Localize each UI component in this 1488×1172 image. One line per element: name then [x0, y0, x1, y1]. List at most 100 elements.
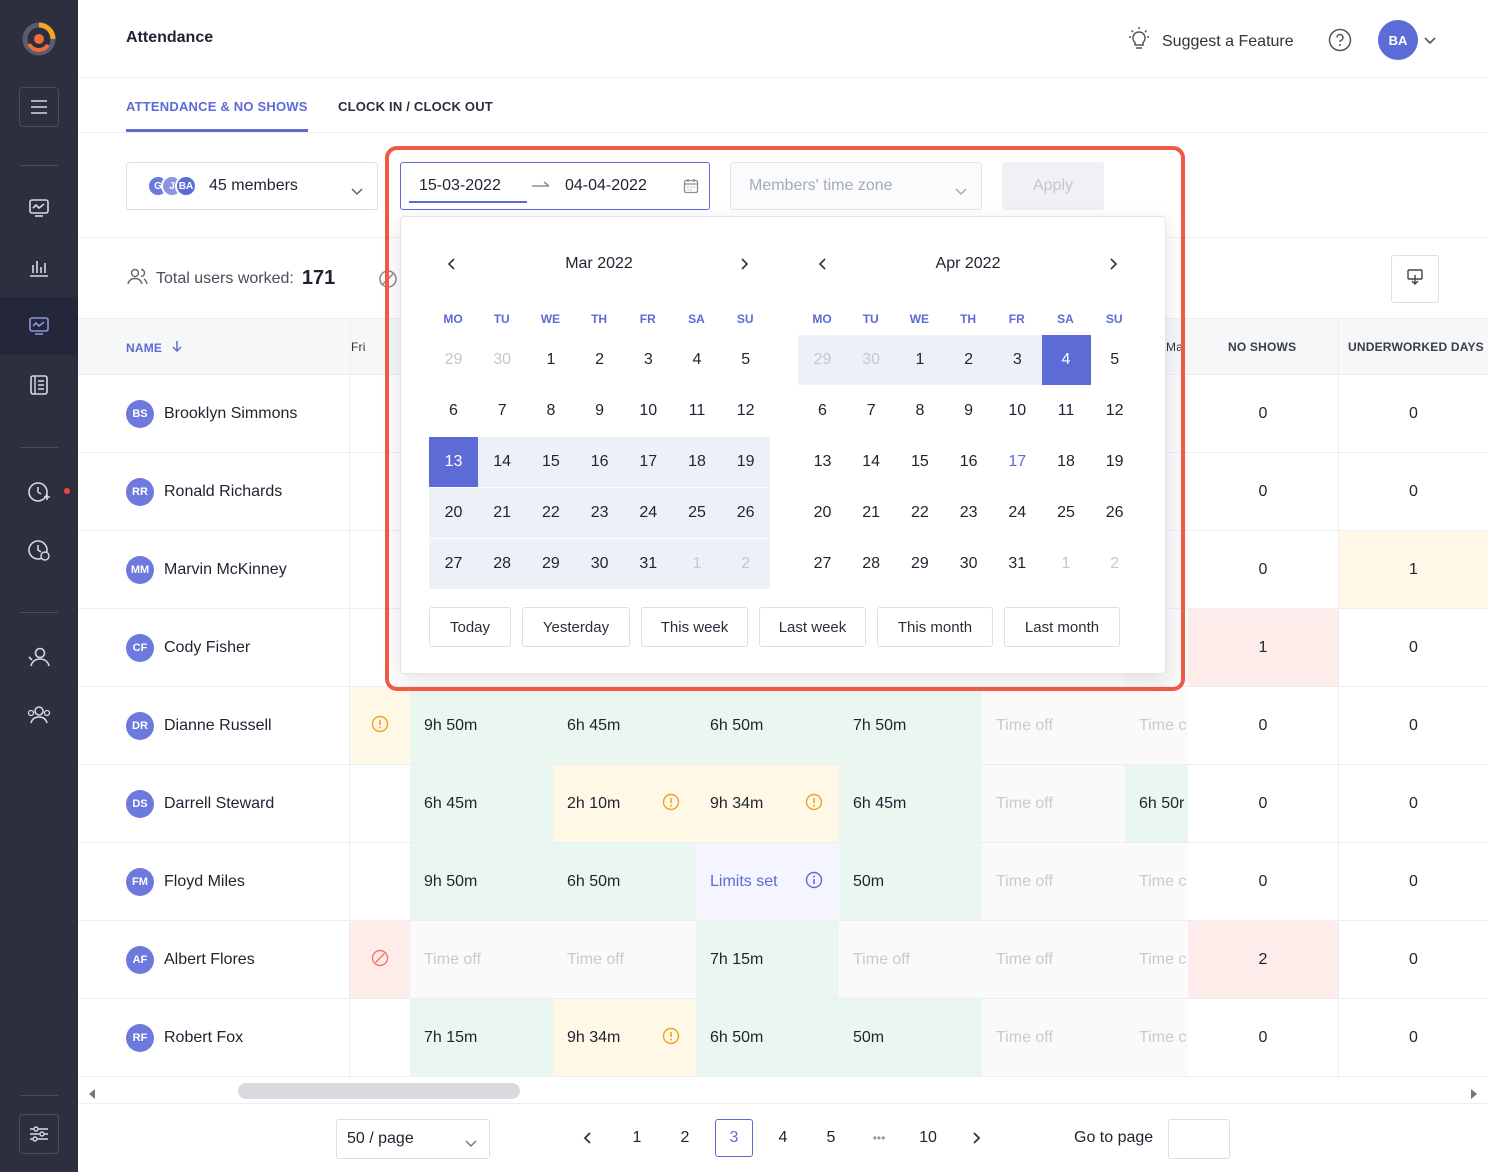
- day-cell[interactable]: [350, 843, 410, 920]
- calendar-day[interactable]: 24: [623, 488, 673, 538]
- calendar-day[interactable]: 24: [1008, 504, 1027, 521]
- calendar-day[interactable]: 8: [546, 402, 556, 419]
- table-row[interactable]: RF Robert Fox 7h 15m 9h 34m 6h 50m 50m Time of…: [78, 999, 1488, 1077]
- calendar-day[interactable]: 7: [866, 402, 876, 419]
- calendar-day[interactable]: 3: [992, 335, 1042, 385]
- members-select[interactable]: G J BA 45 members: [126, 162, 378, 210]
- calendar-day[interactable]: 28: [477, 539, 527, 589]
- calendar-day[interactable]: 25: [672, 488, 722, 538]
- day-cell[interactable]: Time c: [1125, 843, 1188, 920]
- calendar-day[interactable]: 10: [639, 402, 658, 419]
- calendar-day[interactable]: 12: [736, 402, 755, 419]
- calendar-day[interactable]: 9: [964, 402, 974, 419]
- day-cell[interactable]: 50m: [839, 999, 982, 1076]
- calendar-day[interactable]: 18: [1057, 453, 1075, 470]
- table-row[interactable]: FM Floyd Miles 9h 50m 6h 50m Limits set 50m Ti…: [78, 843, 1488, 921]
- date-start-field[interactable]: 15-03-2022: [419, 177, 501, 194]
- preset-button[interactable]: Yesterday: [522, 607, 630, 647]
- calendar-day[interactable]: 23: [575, 488, 625, 538]
- column-header-no-shows[interactable]: NO SHOWS: [1228, 340, 1297, 354]
- day-cell[interactable]: [350, 765, 410, 842]
- calendar-day[interactable]: 30: [846, 335, 896, 385]
- calendar-day[interactable]: 29: [798, 335, 847, 385]
- day-cell[interactable]: 9h 34m: [696, 765, 839, 842]
- prev-month-icon[interactable]: [447, 257, 455, 275]
- calendar-day[interactable]: 3: [643, 351, 653, 368]
- calendar-day[interactable]: 4: [1041, 335, 1091, 385]
- warning-icon[interactable]: [371, 715, 389, 738]
- next-page-icon[interactable]: [958, 1119, 996, 1157]
- date-range-input[interactable]: 15-03-2022 04-04-2022: [400, 162, 710, 210]
- calendar-day[interactable]: 5: [1110, 351, 1120, 368]
- member-icon[interactable]: [19, 637, 59, 677]
- calendar-day[interactable]: 16: [959, 453, 978, 470]
- member-name[interactable]: Brooklyn Simmons: [164, 404, 298, 422]
- preset-button[interactable]: Last month: [1004, 607, 1120, 647]
- go-to-page-input[interactable]: [1168, 1119, 1230, 1159]
- apply-button[interactable]: Apply: [1002, 162, 1104, 210]
- page-size-select[interactable]: 50 / page: [336, 1119, 490, 1159]
- calendar-day[interactable]: 13: [429, 437, 478, 487]
- day-cell[interactable]: Time c: [1125, 687, 1188, 764]
- calendar-day[interactable]: 1: [1061, 555, 1071, 572]
- calendar-day[interactable]: 30: [575, 539, 625, 589]
- scroll-left-icon[interactable]: [88, 1086, 96, 1104]
- page-number[interactable]: 1: [632, 1129, 642, 1146]
- preset-button[interactable]: This month: [877, 607, 993, 647]
- member-name[interactable]: Darrell Steward: [164, 794, 275, 812]
- calendar-day[interactable]: 22: [526, 488, 576, 538]
- calendar-day[interactable]: 19: [1105, 453, 1124, 470]
- calendar-day[interactable]: 2: [1110, 555, 1120, 572]
- info-icon[interactable]: [805, 871, 823, 894]
- calendar-day[interactable]: 31: [623, 539, 673, 589]
- table-row[interactable]: DR Dianne Russell 9h 50m 6h 45m 6h 50m 7h 50m…: [78, 687, 1488, 765]
- calendar-day[interactable]: 23: [959, 504, 978, 521]
- calendar-day[interactable]: 14: [862, 453, 881, 470]
- more-pages-icon[interactable]: •••: [872, 1131, 886, 1145]
- attendance-monitor-icon[interactable]: [0, 297, 78, 355]
- day-cell[interactable]: 7h 50m: [839, 687, 982, 764]
- calendar-day[interactable]: 1: [546, 351, 556, 368]
- time-approval-icon[interactable]: [19, 530, 59, 570]
- calendar-day[interactable]: 5: [741, 351, 751, 368]
- day-cell[interactable]: Time off: [839, 921, 982, 998]
- date-end-field[interactable]: 04-04-2022: [565, 177, 647, 194]
- member-name[interactable]: Albert Flores: [164, 950, 255, 968]
- day-cell[interactable]: 6h 50m: [696, 687, 839, 764]
- day-cell[interactable]: 6h 50m: [553, 843, 696, 920]
- calendar-day[interactable]: 7: [497, 402, 507, 419]
- member-name[interactable]: Dianne Russell: [164, 716, 272, 734]
- day-cell[interactable]: 9h 34m: [553, 999, 696, 1076]
- day-cell[interactable]: Time off: [553, 921, 696, 998]
- day-cell[interactable]: 6h 45m: [410, 765, 553, 842]
- calendar-day[interactable]: 9: [595, 402, 605, 419]
- member-name[interactable]: Ronald Richards: [164, 482, 283, 500]
- warning-icon[interactable]: [662, 793, 680, 816]
- calendar-day[interactable]: 29: [444, 351, 463, 368]
- calendar-day[interactable]: 4: [692, 351, 702, 368]
- calendar-day[interactable]: 29: [910, 555, 929, 572]
- team-icon[interactable]: [19, 695, 59, 735]
- preset-button[interactable]: This week: [641, 607, 748, 647]
- member-name[interactable]: Marvin McKinney: [164, 560, 287, 578]
- calendar-day[interactable]: 2: [944, 335, 994, 385]
- warning-icon[interactable]: [805, 793, 823, 816]
- app-logo-icon[interactable]: [20, 18, 58, 60]
- day-cell[interactable]: Time off: [982, 999, 1125, 1076]
- calendar-day[interactable]: 31: [1008, 555, 1027, 572]
- calendar-day[interactable]: 19: [721, 437, 771, 487]
- warning-icon[interactable]: [662, 1027, 680, 1050]
- timesheet-icon[interactable]: [19, 365, 59, 405]
- calendar-day[interactable]: 2: [721, 539, 771, 589]
- calendar-day[interactable]: 27: [813, 555, 832, 572]
- settings-sliders-icon[interactable]: [19, 1114, 59, 1154]
- page-number[interactable]: 5: [826, 1129, 836, 1146]
- calendar-day[interactable]: 6: [449, 402, 458, 419]
- calendar-day[interactable]: 21: [477, 488, 527, 538]
- calendar-day[interactable]: 11: [688, 402, 706, 419]
- day-cell[interactable]: 9h 50m: [410, 843, 553, 920]
- calendar-day[interactable]: 1: [895, 335, 945, 385]
- member-name[interactable]: Robert Fox: [164, 1028, 244, 1046]
- calendar-day[interactable]: 11: [1057, 402, 1075, 419]
- preset-button[interactable]: Last week: [759, 607, 866, 647]
